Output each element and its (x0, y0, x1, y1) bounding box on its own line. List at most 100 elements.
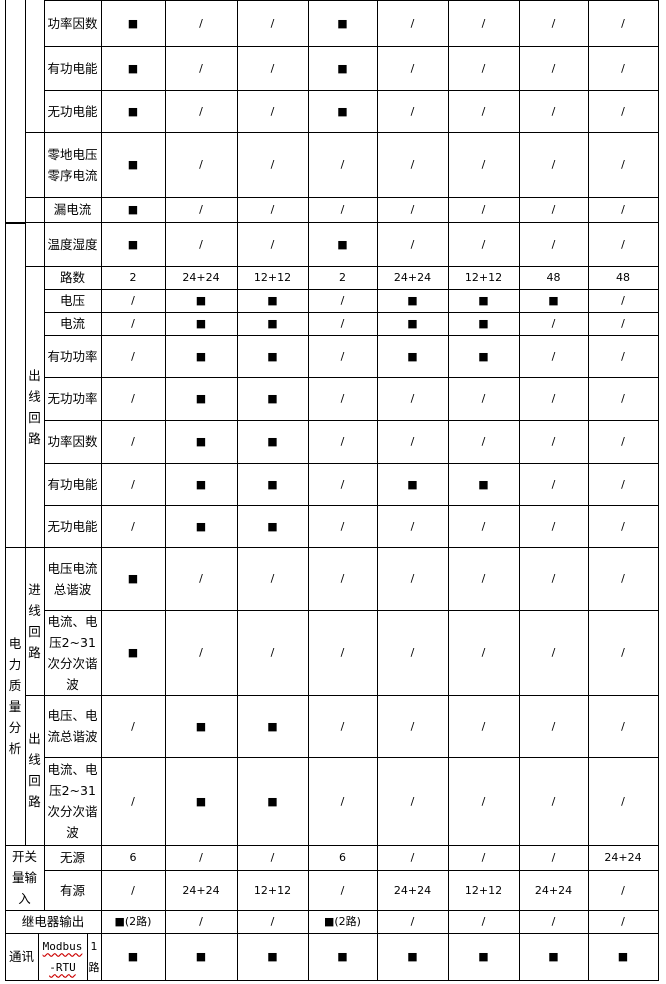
value-cell: / (519, 463, 589, 506)
value-cell: / (588, 695, 659, 758)
value-cell: / (101, 695, 166, 758)
value-cell: / (165, 90, 238, 133)
group-cell-continued (5, 0, 26, 223)
value-cell: ■ (165, 505, 238, 548)
value-cell: 6 (101, 845, 166, 871)
value-cell: / (308, 695, 378, 758)
value-cell: / (448, 0, 520, 47)
value-cell: ■ (101, 46, 166, 91)
value-cell: ■(2路) (308, 910, 378, 934)
value-cell: ■ (588, 933, 659, 981)
value-cell: / (588, 132, 659, 198)
value-cell: / (308, 377, 378, 421)
value-cell: ■ (377, 463, 449, 506)
subgroup-cell (25, 132, 45, 198)
value-cell: ■ (308, 0, 378, 47)
value-cell: / (377, 757, 449, 846)
value-cell: / (377, 420, 449, 464)
value-cell: / (308, 335, 378, 378)
value-cell: / (165, 222, 238, 267)
value-cell: / (519, 377, 589, 421)
value-cell: / (588, 547, 659, 611)
value-cell: ■ (448, 312, 520, 336)
value-cell: / (237, 610, 309, 696)
value-cell: ■ (101, 547, 166, 611)
value-cell: / (308, 289, 378, 313)
value-cell: / (165, 910, 238, 934)
value-cell: / (519, 420, 589, 464)
row-label: 电压、电流总谐波 (44, 695, 102, 758)
value-cell: / (101, 463, 166, 506)
value-cell: / (588, 463, 659, 506)
value-cell: / (519, 222, 589, 267)
value-cell: ■ (377, 335, 449, 378)
value-cell: 2 (101, 266, 166, 290)
value-cell: ■ (377, 312, 449, 336)
value-cell: ■ (519, 933, 589, 981)
value-cell: / (448, 420, 520, 464)
power-quality-label: 电力质量分析 (5, 547, 26, 846)
row-label: 电压电流总谐波 (44, 547, 102, 611)
value-cell: / (519, 547, 589, 611)
value-cell: / (519, 695, 589, 758)
incoming-circuit-label: 进线回路 (25, 547, 45, 696)
value-cell: / (588, 420, 659, 464)
value-cell: 48 (519, 266, 589, 290)
value-cell: / (101, 757, 166, 846)
value-cell: / (165, 610, 238, 696)
value-cell: / (377, 0, 449, 47)
value-cell: / (519, 335, 589, 378)
value-cell: ■ (101, 90, 166, 133)
value-cell: 12+12 (237, 266, 309, 290)
value-cell: / (165, 845, 238, 871)
value-cell: / (308, 870, 378, 911)
value-cell: / (448, 222, 520, 267)
value-cell: / (308, 197, 378, 223)
value-cell: ■ (377, 289, 449, 313)
value-cell: ■ (165, 933, 238, 981)
value-cell: / (237, 222, 309, 267)
row-label: 电流、电压2~31次分次谐波 (44, 610, 102, 696)
value-cell: / (101, 335, 166, 378)
value-cell: / (377, 910, 449, 934)
value-cell: ■ (308, 90, 378, 133)
value-cell: / (101, 312, 166, 336)
outgoing-circuit-label: 出线回路 (25, 266, 45, 548)
value-cell: 24+24 (165, 266, 238, 290)
value-cell: / (101, 377, 166, 421)
value-cell: / (588, 197, 659, 223)
section-divider (5, 222, 26, 224)
value-cell: / (237, 132, 309, 198)
value-cell: ■ (519, 289, 589, 313)
switch-input-label: 开关量输入 (5, 845, 45, 911)
value-cell: / (588, 870, 659, 911)
value-cell: / (448, 547, 520, 611)
value-cell: 24+24 (377, 266, 449, 290)
value-cell: / (308, 132, 378, 198)
value-cell: / (308, 547, 378, 611)
value-cell: 12+12 (448, 870, 520, 911)
value-cell: / (588, 312, 659, 336)
value-cell: ■ (165, 377, 238, 421)
value-cell: / (588, 910, 659, 934)
value-cell: ■ (101, 610, 166, 696)
row-label: 有源 (44, 870, 102, 911)
value-cell: / (448, 910, 520, 934)
value-cell: ■ (165, 695, 238, 758)
value-cell: ■ (101, 0, 166, 47)
value-cell: ■ (237, 420, 309, 464)
value-cell: / (588, 46, 659, 91)
value-cell: / (519, 610, 589, 696)
one-channel-label: 1路 (87, 933, 102, 981)
value-cell: 24+24 (588, 845, 659, 871)
value-cell: / (308, 757, 378, 846)
value-cell: / (377, 505, 449, 548)
value-cell: / (519, 505, 589, 548)
value-cell: / (237, 197, 309, 223)
value-cell: ■ (237, 505, 309, 548)
value-cell: / (448, 197, 520, 223)
value-cell: / (101, 505, 166, 548)
value-cell: / (237, 0, 309, 47)
table-left-border (5, 0, 7, 980)
value-cell: / (519, 197, 589, 223)
